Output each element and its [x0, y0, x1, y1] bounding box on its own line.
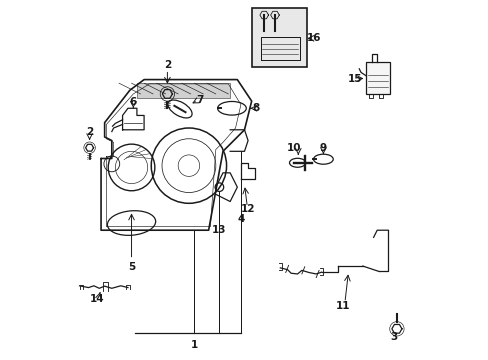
Text: 15: 15 [347, 73, 362, 84]
Text: 2: 2 [163, 60, 171, 70]
Text: 9: 9 [319, 143, 326, 153]
FancyBboxPatch shape [366, 62, 389, 94]
FancyBboxPatch shape [251, 8, 306, 67]
Text: 14: 14 [90, 294, 104, 304]
FancyBboxPatch shape [137, 83, 230, 98]
Text: 2: 2 [86, 127, 93, 136]
Text: 7: 7 [196, 95, 203, 105]
Text: 12: 12 [241, 204, 255, 215]
Text: 11: 11 [335, 301, 349, 311]
Text: 1: 1 [190, 340, 198, 350]
Text: 16: 16 [306, 33, 321, 43]
Text: 4: 4 [237, 215, 244, 224]
Text: 13: 13 [212, 225, 226, 235]
Text: 10: 10 [286, 143, 301, 153]
Text: 3: 3 [390, 332, 397, 342]
Text: 5: 5 [128, 262, 135, 272]
Text: 6: 6 [129, 97, 137, 107]
Text: 8: 8 [252, 103, 259, 113]
